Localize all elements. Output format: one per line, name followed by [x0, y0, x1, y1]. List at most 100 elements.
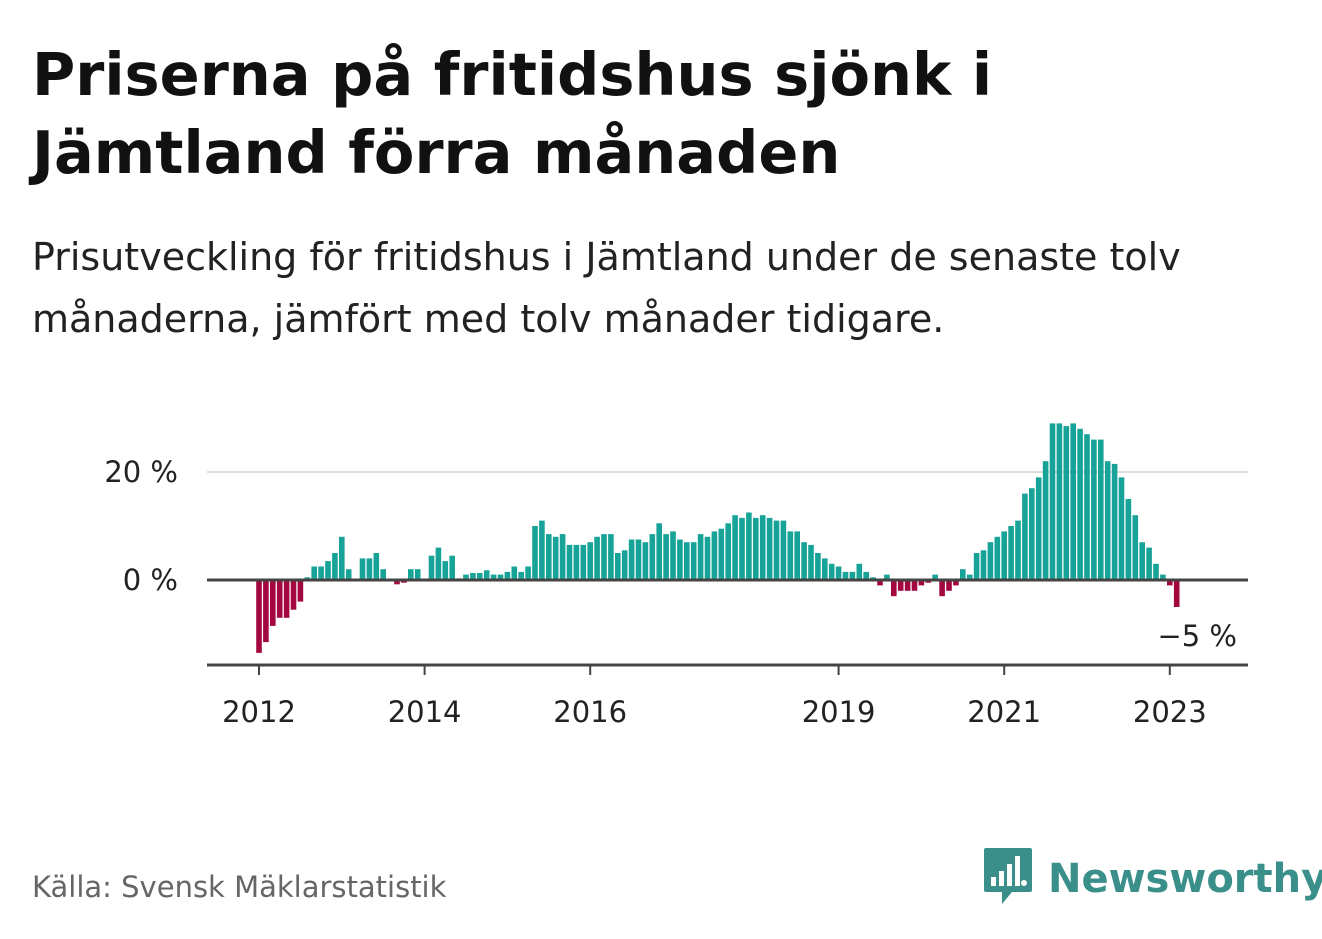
- bar: [1173, 580, 1180, 607]
- bar: [628, 539, 635, 580]
- newsworthy-logo: Newsworthy: [982, 848, 1322, 910]
- x-tick-label: 2019: [802, 695, 876, 729]
- newsworthy-chart-bubble-icon: [982, 846, 1034, 912]
- bar: [863, 571, 869, 580]
- x-tick-label: 2023: [1133, 695, 1207, 729]
- chart-title: Priserna på fritidshus sjönk i Jämtland …: [32, 40, 993, 187]
- bar: [663, 534, 669, 580]
- bar: [1111, 463, 1118, 580]
- bar: [283, 580, 290, 618]
- bar: [483, 570, 490, 580]
- bar: [828, 563, 835, 580]
- bar: [939, 580, 945, 597]
- bar: [539, 520, 545, 580]
- bar: [490, 574, 497, 580]
- bar: [918, 580, 925, 586]
- bar: [1049, 423, 1056, 580]
- bar: [345, 569, 352, 580]
- bar: [428, 555, 435, 580]
- bar: [504, 571, 511, 580]
- bar: [311, 566, 317, 580]
- bar: [442, 561, 449, 580]
- y-tick-label: 0 %: [123, 563, 178, 597]
- bar: [759, 515, 766, 580]
- bar: [449, 555, 455, 580]
- bar: [987, 542, 994, 580]
- bar: [960, 569, 966, 580]
- bar: [1056, 423, 1063, 580]
- bar: [518, 571, 524, 580]
- bar: [746, 512, 752, 580]
- bar: [946, 580, 952, 591]
- bar: [608, 534, 614, 580]
- bar: [973, 553, 980, 580]
- bar: [559, 534, 566, 580]
- bar: [1008, 526, 1014, 580]
- bar: [697, 534, 704, 580]
- y-tick-label: 20 %: [104, 455, 178, 489]
- bar: [932, 574, 938, 580]
- bar: [1132, 515, 1139, 580]
- bar: [414, 569, 421, 580]
- bar: [366, 558, 373, 580]
- bar: [1098, 439, 1104, 580]
- bar: [753, 517, 759, 580]
- bar: [477, 572, 483, 580]
- bar: [1001, 531, 1007, 580]
- bar: [1022, 493, 1028, 580]
- bar: [891, 580, 897, 597]
- bar: [787, 531, 794, 580]
- bar: [1035, 477, 1042, 580]
- bar: [532, 526, 538, 580]
- bar: [1160, 574, 1166, 580]
- bar: [980, 550, 987, 580]
- bar: [677, 539, 683, 580]
- bar: [470, 572, 476, 580]
- bar: [884, 574, 890, 580]
- bar: [615, 553, 621, 580]
- bar: [835, 566, 842, 580]
- bar: [1042, 461, 1049, 580]
- bar: [1153, 563, 1159, 580]
- bar: [1139, 542, 1145, 580]
- bar: [373, 553, 380, 580]
- bar: [684, 542, 690, 580]
- bar: [566, 544, 573, 580]
- bar: [339, 536, 345, 580]
- bar: [573, 544, 580, 580]
- bar: [904, 580, 911, 591]
- x-tick-label: 2016: [553, 695, 627, 729]
- bar: [1084, 434, 1090, 580]
- bar: [359, 558, 366, 580]
- bar: [1125, 499, 1132, 580]
- bar: [911, 580, 918, 591]
- bar: [1015, 520, 1021, 580]
- bar: [1077, 428, 1083, 580]
- source-note: Källa: Svensk Mäklarstatistik: [32, 870, 447, 904]
- bar: [297, 580, 304, 602]
- bar: [849, 571, 856, 580]
- bar: [794, 531, 800, 580]
- bar: [325, 561, 331, 580]
- bar: [801, 542, 807, 580]
- bar: [1118, 477, 1125, 580]
- bar: [808, 544, 814, 580]
- bar: [635, 539, 642, 580]
- bar: [1063, 426, 1070, 580]
- bar: [642, 542, 649, 580]
- bar: [408, 569, 414, 580]
- bar: [525, 566, 531, 580]
- x-tick-label: 2014: [388, 695, 462, 729]
- bar-chart: 0 % 20 % 2012 2014 2016 2019 2021 2023 −5 %: [104, 423, 1248, 729]
- bar: [780, 520, 787, 580]
- last-value-label: −5 %: [1157, 619, 1237, 653]
- bar: [1070, 423, 1076, 580]
- bar: [690, 542, 697, 580]
- bar: [587, 542, 593, 580]
- chart-subtitle: Prisutveckling för fritidshus i Jämtland…: [32, 235, 1181, 341]
- bar: [670, 531, 676, 580]
- bar: [1167, 580, 1173, 586]
- bar: [704, 536, 711, 580]
- bar: [394, 580, 400, 585]
- bar: [552, 536, 559, 580]
